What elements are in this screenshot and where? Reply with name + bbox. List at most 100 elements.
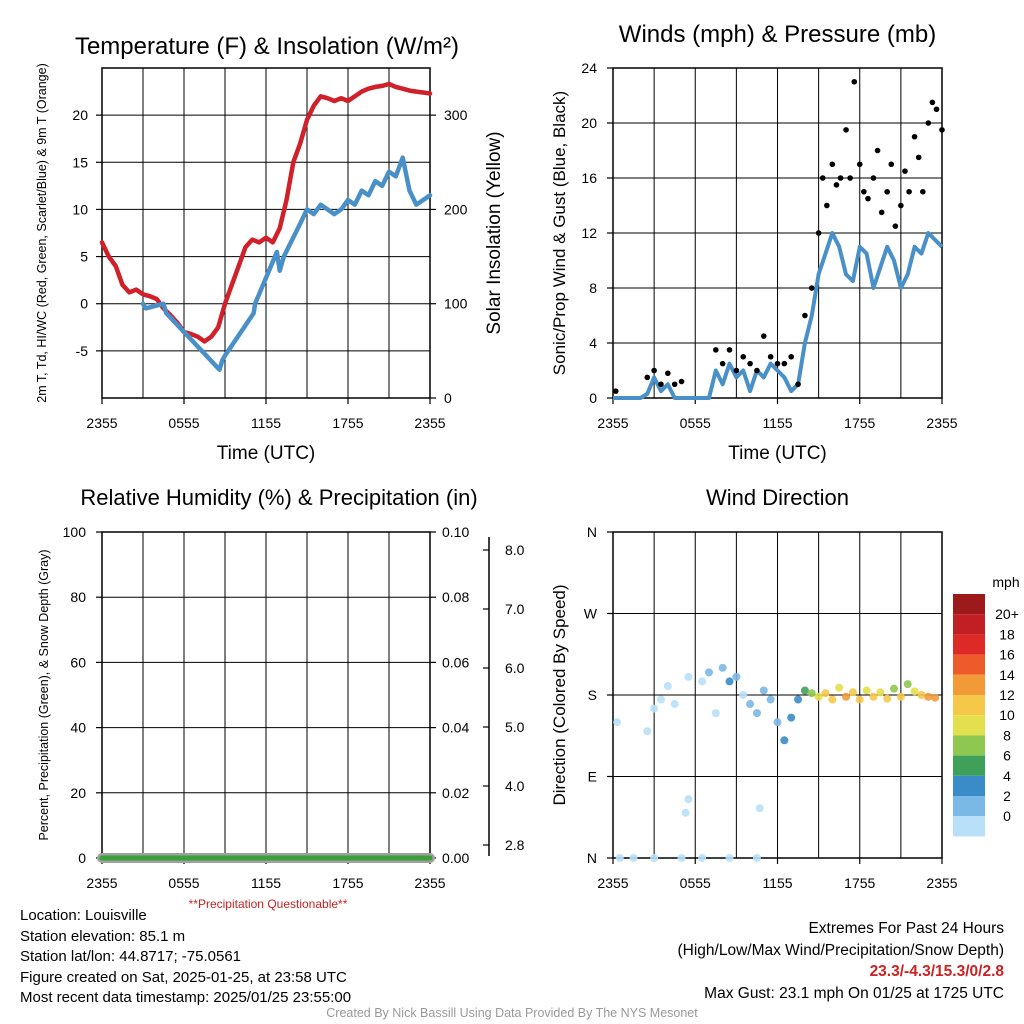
gust-point [651,367,657,374]
dir-xtick-label: 1755 [844,875,875,891]
gust-point [888,161,895,168]
direction-point [725,677,734,686]
direction-point [681,808,690,817]
legend-swatch [953,674,985,695]
temp-ytick-label: 10 [72,201,88,217]
gust-point [665,370,671,377]
legend-label: 20+ [995,606,1019,622]
direction-point [684,795,693,804]
wind-ytick-label: 4 [589,335,597,351]
station-location: Location: Louisville [20,907,147,924]
legend-swatch [953,735,985,756]
dir-ylabel: Direction (Colored By Speed) [550,584,569,805]
legend-label: 8 [1003,727,1011,743]
snow-tick-label: 5.0 [505,719,525,735]
gust-point [774,360,781,367]
station-latlon: Station lat/lon: 44.8717; -75.0561 [20,948,242,965]
legend-title: mph [992,574,1019,590]
direction-point [677,854,686,862]
figure-created: Figure created on Sat, 2025-01-25, at 23… [20,968,347,986]
direction-point [896,692,905,701]
legend-swatch [953,634,985,655]
direction-point [650,854,659,862]
gust-point [939,127,945,133]
dir-ytick-label: W [584,606,598,622]
station-info: Location: Louisville Station elevation: … [20,906,351,1009]
gust-point [781,360,788,367]
gust-point [754,367,760,374]
legend-swatch [953,594,985,615]
direction-point [794,695,803,704]
direction-point [725,854,734,862]
gust-point [892,223,899,229]
temp-ytick-label: 15 [72,154,88,170]
direction-point [876,688,885,697]
legend-swatch [953,796,985,817]
temperature-title: Temperature (F) & Insolation (W/m²) [75,33,459,60]
direction-point [814,692,823,701]
gust-point [915,154,922,161]
wind-ytick-label: 24 [581,60,597,76]
snow-tick-label: 4.0 [505,778,525,794]
wind-xtick-label: 2355 [597,415,628,431]
wind-xlabel: Time (UTC) [728,443,827,464]
rh-ytick-label: 100 [63,524,87,540]
temperature-chart: Temperature (F) & Insolation (W/m²) 2355 0… [35,33,505,464]
legend-label: 4 [1003,768,1011,784]
wind-ylabel: Sonic/Prop Wind & Gust (Blue, Black) [550,91,569,375]
direction-point [924,692,933,701]
gust-point [856,161,863,168]
dir-xtick-label: 2355 [926,875,957,891]
legend-label: 16 [999,647,1015,663]
dir-ytick-label: E [588,769,597,785]
direction-point [704,668,713,677]
wind-ytick-label: 0 [589,390,597,406]
gust-point [824,202,830,209]
legend-label: 18 [999,626,1015,642]
rh-xtick-label: 1155 [251,875,281,891]
gust-point [829,161,836,168]
gust-point [865,195,871,202]
legend-swatch [953,816,985,837]
rh-xtick-label: 2355 [86,875,117,891]
gust-point [808,285,815,291]
direction-point [615,854,624,862]
windchill-line [140,155,433,372]
gust-point [644,374,651,381]
gust-point [760,333,767,339]
gust-point [678,378,685,385]
direction-point [766,695,775,704]
wind-xtick-label: 1755 [844,415,875,431]
direction-point [663,681,672,690]
temp-ytick-label: 0 [80,296,88,312]
gust-point [726,347,733,353]
rh-y2tick-label: 0.04 [442,720,469,736]
gust-point [815,230,822,236]
rh-y2tick-label: 0.10 [442,524,469,540]
legend-label: 0 [1003,808,1011,824]
wind-ytick-label: 12 [581,225,597,241]
gust-point [733,367,740,374]
direction-point [917,691,926,699]
legend-swatch [953,715,985,736]
temp-y2tick-label: 300 [444,107,468,123]
direction-point [739,691,748,699]
snow-tick-label: 6.0 [505,660,525,676]
gust-point [658,381,664,388]
rh-y2tick-label: 0.08 [442,589,469,605]
rh-y2tick-label: 0.02 [442,785,469,801]
direction-point [910,687,919,696]
legend-swatch [953,755,985,776]
winds-chart: Winds (mph) & Pressure (mb) 2355 0555 1155 1… [550,21,958,464]
dir-xtick-label: 1155 [762,875,792,891]
gust-point [767,353,774,360]
direction-point [773,718,782,727]
snow-tick-label: 7.0 [505,601,525,617]
direction-point [848,688,857,697]
gust-point [870,175,877,181]
dir-ytick-label: N [587,850,597,866]
direction-point [656,695,665,704]
rh-y2tick-label: 0.00 [442,850,469,866]
gust-point [837,175,844,181]
gust-point [833,182,840,188]
